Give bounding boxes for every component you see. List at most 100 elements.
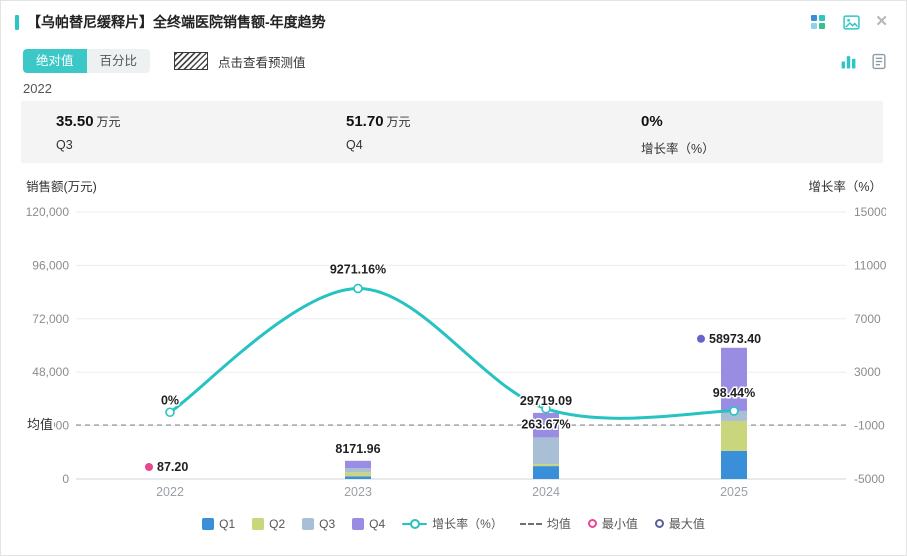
annotation-label: 87.20 bbox=[157, 460, 188, 474]
summary-unit: 万元 bbox=[386, 115, 411, 129]
forecast-hatch-icon[interactable] bbox=[174, 52, 209, 70]
legend-swatch-q1-icon bbox=[202, 517, 215, 530]
legend-swatch-q3-icon bbox=[302, 517, 315, 530]
summary-label: 增长率（%） bbox=[641, 142, 715, 156]
legend-item-q4[interactable]: Q4 bbox=[352, 517, 385, 531]
legend-line-dot-icon bbox=[410, 518, 421, 529]
summary-item-growth: 0% 增长率（%） bbox=[641, 113, 715, 157]
growth-point-2022[interactable] bbox=[165, 407, 175, 418]
x-axis-label: 2023 bbox=[344, 485, 372, 499]
summary-value: 51.70 bbox=[346, 113, 384, 130]
left-axis-tick: 48,000 bbox=[32, 365, 69, 379]
left-axis-tick: 0 bbox=[62, 472, 69, 486]
legend-label: 最大值 bbox=[668, 517, 705, 531]
bar-chart-view-icon[interactable] bbox=[839, 52, 857, 70]
toolbar: 绝对值 百分比 点击查看预测值 bbox=[23, 48, 888, 74]
summary-bar: 35.50 万元 Q3 51.70 万元 Q4 0% 增长率（%） bbox=[21, 101, 883, 163]
right-axis-tick: 11000 bbox=[854, 258, 886, 272]
max-point-marker[interactable] bbox=[697, 334, 705, 343]
bar-segment-q2-2023[interactable] bbox=[345, 472, 371, 477]
title-bar: 【乌帕替尼缓释片】全终端医院销售额-年度趋势 ✕ bbox=[15, 11, 888, 33]
legend-label: Q3 bbox=[319, 516, 336, 531]
legend-label: Q2 bbox=[269, 516, 286, 531]
x-axis-label: 2025 bbox=[720, 485, 748, 499]
close-icon[interactable]: ✕ bbox=[875, 13, 888, 30]
annotation-label: 98.44% bbox=[713, 386, 755, 400]
annotation-label: 29719.09 bbox=[520, 394, 572, 408]
legend-label: 增长率（%） bbox=[432, 517, 503, 531]
save-image-icon[interactable] bbox=[842, 13, 860, 31]
right-axis-tick: 3000 bbox=[854, 365, 881, 379]
annotation-label: 263.67% bbox=[521, 418, 570, 432]
bar-segment-q4-2025[interactable] bbox=[721, 347, 747, 411]
view-switch-icons bbox=[839, 52, 888, 70]
forecast-hint-text[interactable]: 点击查看预测值 bbox=[218, 55, 306, 70]
hovered-year-label: 2022 bbox=[23, 81, 52, 96]
annotation-label: 8171.96 bbox=[335, 442, 380, 456]
legend-swatch-q2-icon bbox=[252, 517, 265, 530]
absolute-value-tab[interactable]: 绝对值 bbox=[23, 48, 87, 74]
legend-label: Q1 bbox=[219, 516, 236, 531]
percentage-tab[interactable]: 百分比 bbox=[86, 48, 151, 74]
legend-swatch-growth-icon bbox=[402, 518, 428, 529]
legend-swatch-max-icon bbox=[654, 519, 664, 528]
legend-label: Q4 bbox=[369, 516, 386, 531]
legend-item-q1[interactable]: Q1 bbox=[202, 517, 235, 531]
left-axis-tick: 96,000 bbox=[32, 258, 69, 272]
growth-point-2025[interactable] bbox=[729, 406, 739, 416]
titlebar-icons: ✕ bbox=[809, 13, 888, 31]
bar-segment-q1-2025[interactable] bbox=[721, 450, 747, 479]
summary-label: Q4 bbox=[346, 138, 363, 152]
bar-segment-q4-2023[interactable] bbox=[345, 460, 371, 469]
left-axis-tick: 120,000 bbox=[26, 205, 70, 219]
left-axis-title: 销售额(万元) bbox=[26, 180, 97, 194]
x-axis-label: 2024 bbox=[532, 485, 560, 499]
right-axis-tick: -5000 bbox=[854, 472, 885, 486]
data-table-view-icon[interactable] bbox=[870, 52, 888, 70]
legend-swatch-min-icon bbox=[587, 519, 597, 528]
bar-segment-q3-2025[interactable] bbox=[721, 410, 747, 421]
summary-value: 0% bbox=[641, 113, 663, 130]
legend-item-q2[interactable]: Q2 bbox=[252, 517, 285, 531]
annotation-label: 0% bbox=[161, 393, 179, 407]
growth-line bbox=[168, 286, 736, 420]
bar-segment-q3-2023[interactable] bbox=[345, 468, 371, 473]
bar-segment-q2-2025[interactable] bbox=[721, 420, 747, 451]
growth-point-2023[interactable] bbox=[353, 283, 363, 294]
bar-segment-q1-2023[interactable] bbox=[345, 476, 371, 479]
bar-segment-q2-2024[interactable] bbox=[533, 464, 559, 467]
annotation-label: 9271.16% bbox=[330, 262, 386, 276]
growth-point-2024[interactable] bbox=[541, 403, 551, 414]
trend-chart[interactable]: 120,000 15000 96,000 11000 72,000 7000 48,000 3… bbox=[21, 196, 887, 514]
summary-label: Q3 bbox=[56, 138, 73, 152]
right-axis-title: 增长率（%） bbox=[808, 180, 882, 194]
chart-legend: Q1 Q2 Q3 Q4 增长率（%） 均值 最小值 最大值 bbox=[1, 515, 906, 532]
x-axis-label: 2022 bbox=[156, 485, 184, 499]
bar-segment-q3-2024[interactable] bbox=[533, 437, 559, 465]
right-axis-tick: 15000 bbox=[854, 205, 886, 219]
bar-segment-q4-2024[interactable] bbox=[533, 412, 559, 438]
summary-value: 35.50 bbox=[56, 113, 94, 130]
legend-item-q3[interactable]: Q3 bbox=[302, 517, 335, 531]
right-axis-tick: 7000 bbox=[854, 312, 881, 326]
export-excel-icon[interactable] bbox=[809, 13, 827, 31]
annotation-label: 58973.40 bbox=[709, 332, 761, 346]
right-axis-tick: -1000 bbox=[854, 419, 885, 433]
legend-swatch-mean-icon bbox=[519, 522, 542, 525]
summary-item-q4: 51.70 万元 Q4 bbox=[346, 113, 411, 152]
bar-segment-q1-2024[interactable] bbox=[533, 466, 559, 479]
legend-label: 最小值 bbox=[601, 517, 638, 531]
legend-item-growth[interactable]: 增长率（%） bbox=[402, 515, 503, 532]
left-axis-tick: 72,000 bbox=[32, 312, 69, 326]
min-point-marker[interactable] bbox=[145, 463, 153, 471]
legend-item-min[interactable]: 最小值 bbox=[587, 515, 638, 532]
summary-item-q3: 35.50 万元 Q3 bbox=[56, 113, 121, 152]
legend-item-max[interactable]: 最大值 bbox=[654, 515, 705, 532]
title-accent-bar bbox=[15, 14, 19, 30]
mean-label: 均值 bbox=[27, 417, 53, 432]
legend-item-mean[interactable]: 均值 bbox=[519, 515, 571, 532]
page-title: 【乌帕替尼缓释片】全终端医院销售额-年度趋势 bbox=[27, 14, 326, 30]
left-axis-tick: 24,000 bbox=[32, 419, 69, 433]
summary-unit: 万元 bbox=[96, 115, 121, 129]
value-mode-switch: 绝对值 百分比 bbox=[23, 48, 151, 74]
